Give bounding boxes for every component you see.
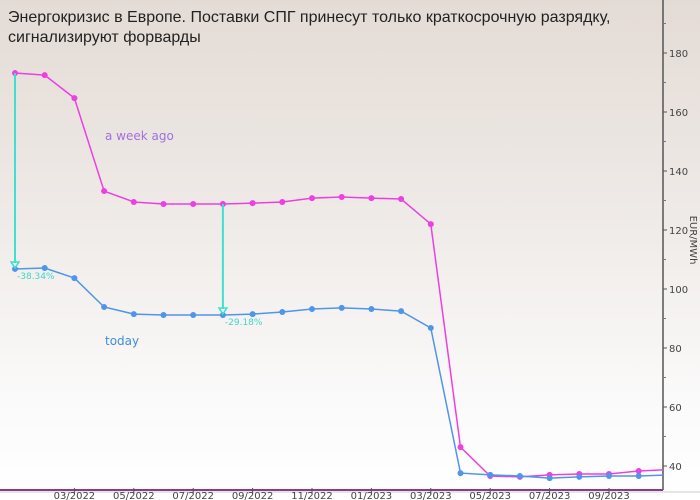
y-tick-label: 40 [669, 462, 682, 473]
y-tick-label: 100 [669, 285, 688, 296]
data-point [338, 304, 345, 311]
x-tick-label: 09/2023 [588, 491, 630, 500]
y-tick-label: 140 [669, 167, 688, 178]
data-point [368, 195, 375, 202]
data-point [279, 309, 286, 316]
chart-title: Энергокризис в Европе. Поставки СПГ прин… [8, 9, 611, 46]
data-point [249, 200, 256, 207]
data-point [576, 473, 583, 480]
x-tick-label: 03/2022 [54, 491, 96, 500]
data-point [160, 311, 167, 318]
x-tick-label: 01/2023 [351, 491, 393, 500]
x-tick-label: 05/2022 [113, 491, 155, 500]
data-point [427, 221, 434, 228]
series-label-week-ago: a week ago [105, 129, 174, 143]
change-percent-label: -38.34% [17, 272, 55, 282]
data-point [635, 468, 642, 475]
x-tick-label: 07/2022 [172, 491, 214, 500]
arrow-head-icon [9, 261, 21, 270]
data-point [190, 311, 197, 318]
y-tick-label: 120 [669, 226, 688, 237]
data-point [457, 444, 464, 451]
data-point [427, 324, 434, 331]
series-line-today [14, 267, 664, 479]
data-point [71, 95, 78, 102]
data-point [368, 306, 375, 313]
data-point [71, 275, 78, 282]
x-tick-label: 03/2023 [410, 491, 452, 500]
x-tick-label: 07/2023 [529, 491, 571, 500]
data-point [606, 473, 612, 480]
data-point [457, 470, 464, 477]
data-point [41, 72, 48, 79]
data-point [309, 306, 315, 313]
x-tick-label: 11/2022 [291, 491, 333, 500]
series-label-today: today [105, 334, 139, 348]
data-point [101, 303, 108, 310]
data-point [516, 473, 523, 480]
data-point [338, 193, 345, 200]
data-point [101, 188, 108, 195]
data-point [130, 311, 137, 318]
data-point [279, 198, 286, 205]
data-point [130, 198, 137, 205]
data-point [398, 196, 405, 203]
y-tick-label: 180 [669, 49, 688, 60]
data-point [190, 201, 197, 208]
data-point [41, 265, 48, 272]
x-tick-label: 09/2022 [232, 491, 274, 500]
y-tick-label: 60 [669, 403, 682, 414]
x-tick-label: 05/2023 [469, 491, 511, 500]
data-point [398, 308, 405, 315]
data-point [160, 201, 167, 208]
arrow-head-icon [217, 307, 229, 316]
y-tick-label: 80 [669, 344, 682, 355]
data-point [309, 195, 315, 202]
data-point [635, 473, 642, 480]
data-point [249, 311, 256, 318]
data-point [546, 475, 553, 482]
y-tick-label: 160 [669, 108, 688, 119]
y-axis-label: EUR/MWh [687, 216, 698, 265]
change-percent-label: -29.18% [225, 318, 263, 328]
data-point [487, 471, 494, 478]
